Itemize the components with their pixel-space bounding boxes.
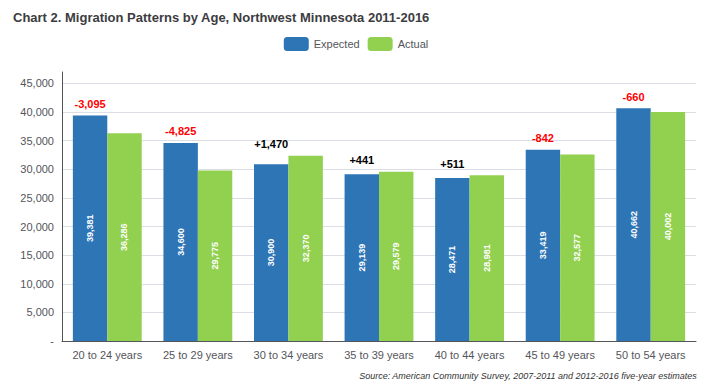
- svg-text:+1,470: +1,470: [254, 138, 288, 150]
- svg-text:25,000: 25,000: [20, 192, 54, 204]
- svg-text:Source: American Community Sur: Source: American Community Survey, 2007-…: [359, 371, 697, 381]
- svg-text:20,000: 20,000: [20, 221, 54, 233]
- svg-text:40,002: 40,002: [663, 213, 673, 241]
- svg-text:15,000: 15,000: [20, 249, 54, 261]
- svg-text:40,662: 40,662: [629, 211, 639, 239]
- svg-text:29,775: 29,775: [210, 242, 220, 270]
- svg-text:-660: -660: [622, 91, 644, 103]
- svg-text:-: -: [50, 335, 54, 347]
- svg-text:Chart 2. Migration Patterns by: Chart 2. Migration Patterns by Age, Nort…: [13, 10, 429, 25]
- svg-text:-3,095: -3,095: [74, 98, 105, 110]
- svg-text:34,600: 34,600: [176, 228, 186, 256]
- svg-text:-4,825: -4,825: [165, 125, 196, 137]
- svg-text:50 to 54 years: 50 to 54 years: [616, 349, 686, 361]
- svg-text:30,900: 30,900: [266, 239, 276, 267]
- svg-text:40,000: 40,000: [20, 106, 54, 118]
- svg-text:33,419: 33,419: [538, 232, 548, 260]
- svg-text:32,577: 32,577: [572, 234, 582, 262]
- svg-text:45,000: 45,000: [20, 77, 54, 89]
- svg-text:20 to 24 years: 20 to 24 years: [72, 349, 142, 361]
- svg-text:Expected: Expected: [314, 38, 360, 50]
- svg-text:40 to 44 years: 40 to 44 years: [435, 349, 505, 361]
- svg-text:29,579: 29,579: [391, 243, 401, 271]
- svg-text:+511: +511: [440, 158, 464, 170]
- svg-text:+441: +441: [349, 154, 374, 166]
- svg-text:32,370: 32,370: [301, 235, 311, 263]
- svg-text:30,000: 30,000: [20, 163, 54, 175]
- svg-text:25 to 29 years: 25 to 29 years: [163, 349, 233, 361]
- svg-text:35 to 39 years: 35 to 39 years: [344, 349, 414, 361]
- svg-text:29,139: 29,139: [357, 244, 367, 272]
- svg-text:28,471: 28,471: [447, 246, 457, 274]
- svg-text:-842: -842: [532, 132, 554, 144]
- svg-text:45 to 49 years: 45 to 49 years: [525, 349, 595, 361]
- svg-text:Actual: Actual: [398, 38, 429, 50]
- svg-text:39,381: 39,381: [85, 215, 95, 243]
- svg-text:10,000: 10,000: [20, 278, 54, 290]
- svg-text:35,000: 35,000: [20, 135, 54, 147]
- svg-text:36,286: 36,286: [119, 223, 129, 251]
- svg-text:5,000: 5,000: [26, 306, 54, 318]
- svg-text:28,981: 28,981: [482, 244, 492, 272]
- svg-text:30 to 34 years: 30 to 34 years: [254, 349, 324, 361]
